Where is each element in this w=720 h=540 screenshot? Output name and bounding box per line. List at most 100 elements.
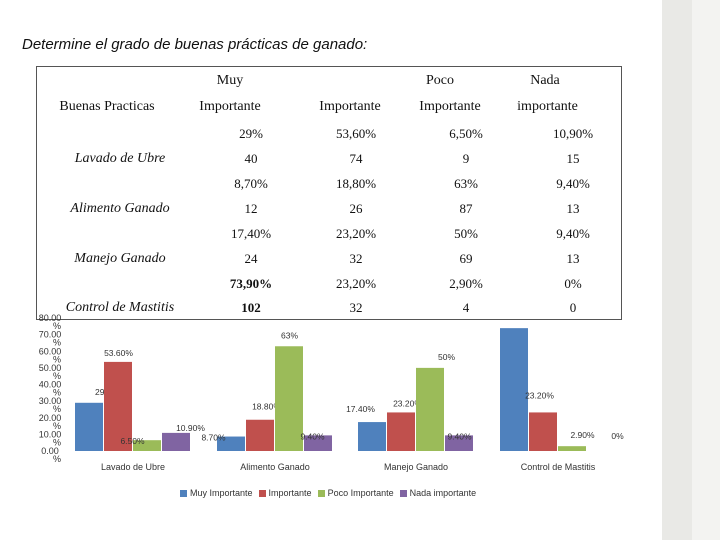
header-muy-importante: Importante — [199, 99, 261, 114]
data-label: 18.80% — [252, 402, 281, 412]
legend-swatch — [180, 489, 187, 497]
cell-percent: 10,90% — [552, 126, 594, 141]
cell-count: 74 — [349, 151, 363, 166]
category-label: Alimento Ganado — [240, 462, 310, 472]
page-title: Determine el grado de buenas prácticas d… — [22, 36, 368, 53]
cell-count: 0 — [569, 300, 577, 315]
header-nada-importante: importante — [517, 99, 578, 114]
header-nada: Nada — [530, 73, 560, 88]
legend-item: Muy Importante — [180, 488, 253, 498]
cell-count: 4 — [462, 300, 470, 315]
data-label: 53.60% — [104, 348, 133, 358]
cell-percent: 23,20% — [335, 226, 377, 241]
chart-bar — [500, 328, 528, 451]
header-importante: Importante — [319, 99, 381, 114]
row-label-mastitis: Control de Mastitis — [65, 300, 175, 315]
legend-swatch — [399, 489, 407, 497]
cell-count: 9 — [462, 151, 470, 166]
cell-count: 102 — [241, 300, 261, 315]
chart-bar — [304, 435, 332, 451]
cell-count: 32 — [349, 300, 363, 315]
cell-percent: 23,20% — [335, 276, 377, 291]
data-label: 23.20% — [525, 390, 554, 400]
data-label: 29% — [95, 387, 112, 397]
cell-percent: 9,40% — [556, 176, 590, 191]
cell-percent: 53,60% — [335, 126, 377, 141]
data-label: 23.20% — [393, 398, 422, 408]
row-label-lavado: Lavado de Ubre — [74, 151, 166, 166]
y-tick-label: 50.00% — [39, 363, 62, 381]
chart-bar — [387, 412, 415, 451]
legend-label: Poco Importante — [327, 488, 394, 498]
cell-percent: 2,90% — [449, 276, 483, 291]
y-tick-label: 80.00% — [39, 313, 62, 331]
y-tick-label: 0.00% — [41, 446, 61, 464]
chart-bar — [246, 419, 274, 451]
data-label: 17.40% — [346, 404, 375, 414]
chart-bar — [416, 367, 444, 451]
cell-count: 12 — [244, 201, 258, 216]
chart-bar — [217, 436, 245, 451]
legend-item: Nada importante — [399, 488, 477, 498]
category-label: Control de Mastitis — [521, 462, 596, 472]
decorative-strip — [662, 0, 692, 540]
chart-legend: Muy Importante Importante Poco Important… — [180, 488, 476, 498]
category-label: Lavado de Ubre — [101, 462, 165, 472]
legend-item: Poco Importante — [317, 488, 394, 498]
data-label: 9.40% — [300, 431, 325, 441]
cell-count: 32 — [349, 251, 363, 266]
chart-bar — [558, 446, 586, 451]
category-label: Manejo Ganado — [384, 462, 448, 472]
cell-count: 26 — [349, 201, 363, 216]
practices-table — [36, 66, 622, 320]
legend-item: Importante — [258, 488, 312, 498]
legend-swatch — [258, 489, 266, 497]
cell-percent: 29% — [239, 126, 263, 141]
data-label: 6.50% — [120, 436, 145, 446]
legend-label: Nada importante — [409, 488, 477, 498]
y-tick-label: 60.00% — [39, 346, 62, 364]
y-tick-label: 70.00% — [39, 330, 62, 348]
data-label: 63% — [281, 330, 298, 340]
cell-percent: 73,90% — [229, 276, 273, 291]
data-label: 0% — [611, 431, 624, 441]
cell-count: 87 — [459, 201, 473, 216]
cell-percent: 17,40% — [230, 226, 272, 241]
header-muy: Muy — [216, 73, 244, 88]
cell-count: 15 — [566, 151, 580, 166]
legend-label: Muy Importante — [190, 488, 253, 498]
data-label: 9.40% — [447, 431, 472, 441]
cell-count: 40 — [244, 151, 258, 166]
cell-count: 69 — [459, 251, 473, 266]
decorative-strip — [692, 0, 720, 540]
chart-bar — [104, 361, 132, 451]
y-tick-label: 20.00% — [39, 413, 62, 431]
chart-bar — [445, 435, 473, 451]
header-practice: Buenas Practicas — [59, 99, 155, 114]
data-label: 10.90% — [176, 423, 205, 433]
chart-bar — [75, 402, 103, 451]
cell-percent: 50% — [454, 226, 478, 241]
cell-percent: 6,50% — [449, 126, 483, 141]
chart-bar — [358, 422, 386, 451]
legend-swatch — [317, 489, 325, 497]
cell-percent: 0% — [564, 276, 582, 291]
y-tick-label: 40.00% — [39, 380, 62, 398]
data-label: 2.90% — [570, 430, 595, 440]
y-tick-label: 30.00% — [39, 396, 62, 414]
legend-label: Importante — [268, 488, 312, 498]
cell-count: 13 — [566, 251, 580, 266]
chart-bar — [162, 432, 190, 451]
chart-bar — [275, 346, 303, 451]
cell-percent: 18,80% — [335, 176, 377, 191]
row-label-alimento: Alimento Ganado — [70, 201, 170, 216]
chart-bar — [133, 440, 161, 451]
cell-count: 24 — [244, 251, 258, 266]
header-poco: Poco — [426, 73, 454, 88]
row-label-manejo: Manejo Ganado — [74, 251, 166, 266]
cell-percent: 9,40% — [556, 226, 590, 241]
header-poco-importante: Importante — [419, 99, 481, 114]
chart-bar — [529, 412, 557, 451]
cell-percent: 63% — [454, 176, 478, 191]
